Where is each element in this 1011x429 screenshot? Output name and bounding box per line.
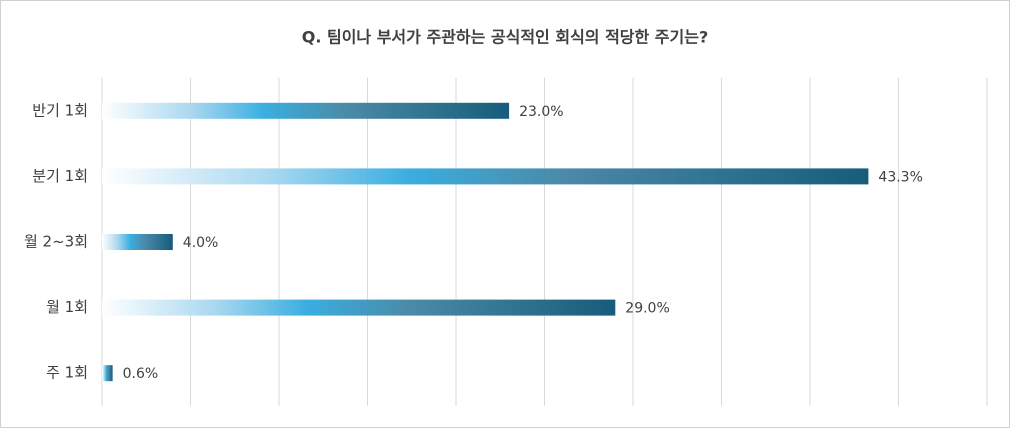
- chart-title: Q. 팀이나 부서가 주관하는 공식적인 회식의 적당한 주기는?: [302, 28, 709, 47]
- value-label: 4.0%: [183, 235, 219, 251]
- y-tick-label: 월 2~3회: [24, 233, 88, 251]
- bar: [102, 102, 510, 119]
- bar: [102, 299, 616, 316]
- value-label: 43.3%: [878, 169, 922, 185]
- bar: [102, 234, 173, 250]
- y-tick-label: 분기 1회: [32, 167, 88, 185]
- y-tick-label: 반기 1회: [32, 101, 88, 119]
- y-tick-label: 주 1회: [46, 364, 88, 382]
- y-tick-label: 월 1회: [46, 298, 88, 316]
- value-label: 0.6%: [123, 366, 159, 382]
- bar: [102, 168, 869, 185]
- value-label: 23.0%: [519, 104, 563, 120]
- value-label: 29.0%: [625, 301, 669, 317]
- bar: [102, 365, 113, 382]
